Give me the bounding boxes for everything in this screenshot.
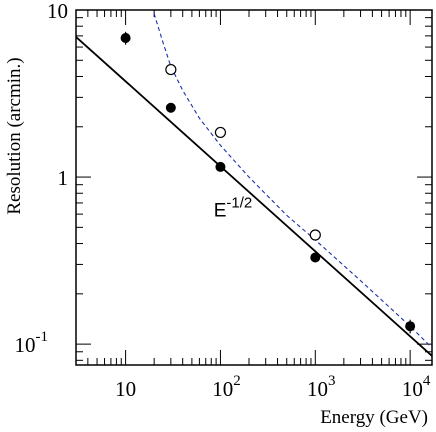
axis-tick-labels: 10 102 103 104 10-1 1 10	[15, 0, 431, 401]
power-law-fit-line	[75, 36, 433, 357]
open-data-point	[214, 126, 227, 139]
dashed-curve	[153, 13, 433, 349]
x-tick-label: 103	[307, 373, 336, 401]
chart-points	[120, 31, 416, 334]
y-tick-label: 10	[47, 0, 68, 23]
plot-frame	[75, 9, 433, 366]
x-tick-label: 104	[402, 373, 431, 401]
x-tick-label: 102	[212, 373, 241, 401]
filled-data-point	[120, 32, 131, 43]
y-tick-label: 1	[58, 166, 69, 190]
filled-data-point	[310, 252, 321, 263]
open-data-point	[309, 229, 321, 241]
chart-curves	[75, 13, 433, 357]
y-axis-label: Resolution (arcmin.)	[4, 57, 25, 214]
y-tick-label: 10-1	[15, 329, 49, 357]
filled-data-point	[405, 321, 416, 332]
filled-data-point	[215, 161, 226, 172]
filled-data-point	[165, 102, 176, 113]
x-axis-label: Energy (GeV)	[320, 407, 428, 428]
annotation-label: E-1/2	[214, 195, 253, 222]
axis-ticks	[75, 9, 432, 365]
open-data-point	[165, 63, 177, 76]
x-tick-label: 10	[115, 377, 136, 401]
